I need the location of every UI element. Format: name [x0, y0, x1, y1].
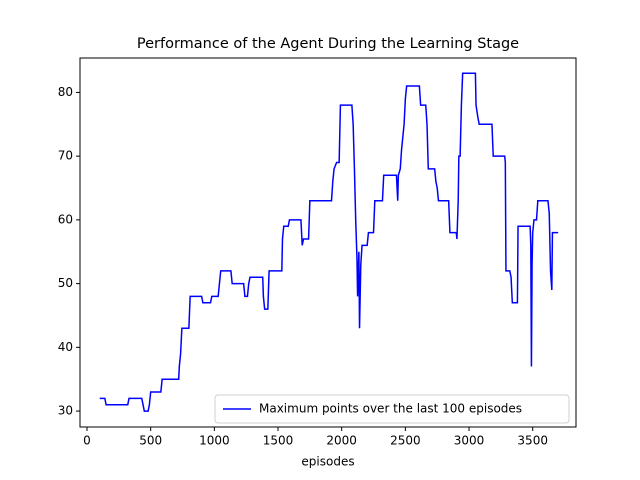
x-tick-label: 500: [139, 434, 162, 448]
x-tick-label: 2000: [326, 434, 357, 448]
y-tick-label: 60: [58, 212, 73, 226]
x-tick-label: 1500: [263, 434, 294, 448]
x-tick-label: 1000: [199, 434, 230, 448]
y-tick-label: 40: [58, 340, 73, 354]
chart-title: Performance of the Agent During the Lear…: [137, 36, 519, 52]
legend-box: [214, 394, 570, 424]
x-axis-label: episodes: [301, 455, 354, 469]
x-tick-label: 3000: [454, 434, 485, 448]
y-tick-label: 70: [58, 149, 73, 163]
y-tick-label: 80: [58, 85, 73, 99]
y-tick-label: 30: [58, 404, 73, 418]
line: [99, 72, 559, 412]
plot-frame: [79, 57, 577, 428]
x-tick-label: 2500: [390, 434, 421, 448]
x-tick-label: 0: [83, 434, 91, 448]
legend-label: Maximum points over the last 100 episode…: [259, 402, 522, 416]
x-tick-label: 3500: [517, 434, 548, 448]
y-tick-label: 50: [58, 276, 73, 290]
